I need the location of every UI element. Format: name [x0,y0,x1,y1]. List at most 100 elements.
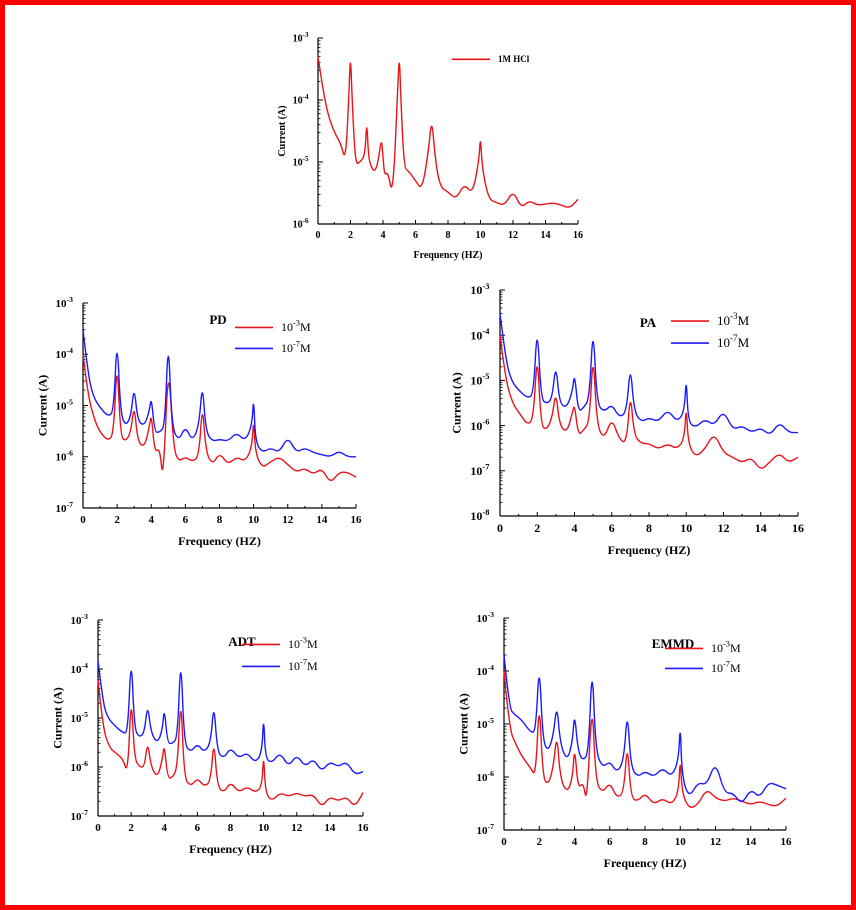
series-line-pd-1 [82,329,356,458]
x-tick-label: 4 [381,230,386,241]
y-tick-label: 10-3 [71,612,89,627]
x-axis-title: Frequency (HZ) [608,543,691,557]
y-axis-title: Current (A) [36,375,50,436]
y-tick-label-exp: -3 [82,612,89,621]
x-tick-label: 12 [710,836,722,848]
y-tick-label: 10-8 [470,508,489,523]
legend-label-exp: -3 [730,311,738,321]
legend-label-unit: M [730,661,741,675]
legend-label: 10-3M [711,640,741,655]
legend-label-unit: M [307,659,318,673]
y-tick-label-exp: -6 [82,759,89,768]
x-tick-label: 14 [745,836,757,848]
series-line-pa-0 [499,335,799,469]
x-tick-label: 14 [755,521,767,535]
legend-label-exp: -7 [723,660,730,669]
panel-title: ADT [228,634,256,649]
x-tick-label: 10 [248,514,260,526]
x-tick-label: 16 [351,514,363,526]
legend-label-exp: -7 [300,658,307,667]
y-tick-label: 10-6 [470,417,489,432]
y-tick-label: 10-7 [477,822,495,837]
legend-label-base: 10 [288,637,300,651]
legend-label-exp: -7 [293,340,300,349]
y-tick-label-base: 10 [56,503,68,515]
x-tick-label: 14 [316,514,328,526]
x-tick-label: 10 [675,836,687,848]
chart-pa: 0 2 4 6 8 10 12 14 1610-810-710-610-510-410-3Fre… [449,282,804,557]
x-tick-label: 12 [291,822,303,834]
y-tick-label: 10-3 [477,610,495,625]
y-tick-label: 10-5 [56,397,74,412]
x-tick-label: 0 [316,230,321,241]
y-tick-label-exp: -5 [82,710,89,719]
y-tick-label: 10-5 [71,710,89,725]
y-tick-label-base: 10 [293,34,303,45]
x-tick-label: 16 [358,822,370,834]
y-tick-label: 10-4 [71,661,89,676]
legend-label-unit: M [738,313,750,328]
y-tick-label-base: 10 [293,220,303,231]
series-line-pd-0 [82,354,357,481]
legend-label: 10-3M [281,319,311,334]
legend-label: 10-7M [288,658,318,673]
y-tick-label: 10-7 [56,500,74,515]
y-tick-label-exp: -6 [488,769,495,778]
legend-label-base: 10 [288,659,300,673]
y-tick-label-exp: -7 [82,808,89,817]
y-tick-label: 10-4 [477,663,495,678]
y-tick-label-base: 10 [56,349,68,361]
x-tick-label: 16 [792,521,804,535]
y-tick-label-exp: -3 [67,295,74,304]
y-tick-label-exp: -3 [488,610,495,619]
x-tick-label: 0 [80,514,86,526]
x-tick-label: 6 [413,230,418,241]
y-tick-label: 10-4 [293,93,309,107]
y-tick-label: 10-3 [56,295,74,310]
x-tick-label: 6 [195,822,201,834]
y-tick-label-base: 10 [470,283,482,297]
series-line-adt-0 [97,679,364,806]
legend-label-exp: -3 [300,636,307,645]
x-tick-label: 8 [217,514,223,526]
chart-adt: 0 2 4 6 8 10 12 14 1610-710-610-510-410-3Frequen… [51,612,370,856]
y-tick-label-exp: -3 [303,31,309,39]
y-tick-label-exp: -4 [303,93,309,101]
y-tick-label-base: 10 [71,811,83,823]
legend-label-base: 10 [281,341,293,355]
legend-label-base: 10 [711,641,723,655]
y-tick-label: 10-3 [470,282,489,297]
y-tick-label-base: 10 [470,419,482,433]
x-tick-label: 12 [718,521,730,535]
y-tick-label: 10-7 [71,808,89,823]
y-tick-label-exp: -7 [488,822,495,831]
y-tick-label: 10-6 [56,449,74,464]
legend-label-unit: M [738,335,750,350]
x-tick-label: 2 [537,836,543,848]
legend-label-exp: -7 [730,333,738,343]
legend-label: 10-3M [717,311,750,328]
legend-label-base: 10 [711,661,723,675]
x-tick-label: 10 [476,230,486,241]
legend-label: 10-7M [711,660,741,675]
panel-title: PA [640,315,657,330]
y-tick-label-base: 10 [477,613,489,625]
y-axis-title: Current (A) [449,372,463,433]
y-tick-label-base: 10 [477,719,489,731]
y-axis-title: Current (A) [457,693,471,754]
y-tick-label-exp: -4 [488,663,495,672]
series-line-adt-1 [97,660,364,775]
x-tick-label: 6 [607,836,613,848]
legend-label-exp: -3 [293,319,300,328]
legend-label: 1M HCl [498,54,530,64]
series-line-blank-0 [317,56,579,208]
y-tick-label-base: 10 [71,615,83,627]
y-tick-label: 10-5 [293,155,309,169]
x-tick-label: 2 [128,822,134,834]
x-axis-title: Frequency (HZ) [604,856,687,870]
legend-label-base: 10 [281,320,293,334]
y-tick-label-base: 10 [71,762,83,774]
y-tick-label: 10-6 [477,769,495,784]
x-tick-label: 4 [149,514,155,526]
